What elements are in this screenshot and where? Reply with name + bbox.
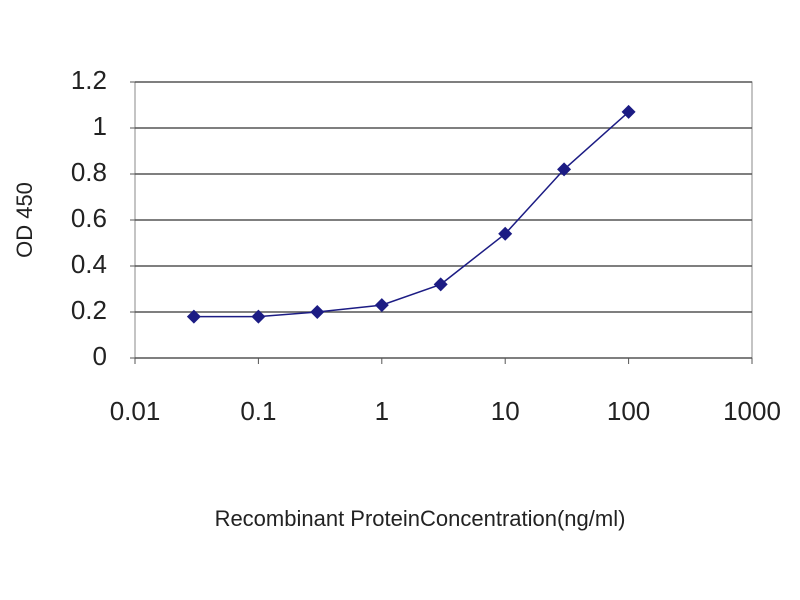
series-line: [193, 111, 630, 318]
y-tick-label: 1.2: [71, 65, 107, 95]
x-tick-label: 1000: [723, 396, 781, 426]
data-point: [186, 309, 201, 324]
data-point: [310, 305, 325, 319]
x-tick-label: 100: [607, 396, 650, 426]
data-point: [621, 104, 636, 119]
data-point: [251, 309, 266, 324]
y-tick-label: 1: [93, 111, 107, 141]
data-point: [433, 277, 448, 292]
y-axis-title: OD 450: [12, 182, 37, 258]
y-tick-label: 0.8: [71, 157, 107, 187]
data-point: [374, 298, 389, 313]
x-tick-label: 0.01: [110, 396, 161, 426]
data-point: [557, 162, 572, 177]
y-tick-label: 0.2: [71, 295, 107, 325]
y-tick-label: 0.4: [71, 249, 107, 279]
y-tick-label: 0.6: [71, 203, 107, 233]
y-tick-label: 0: [93, 341, 107, 371]
x-tick-label: 1: [375, 396, 389, 426]
x-tick-label: 0.1: [240, 396, 276, 426]
x-tick-label: 10: [491, 396, 520, 426]
data-point: [498, 226, 513, 241]
x-axis-title: Recombinant ProteinConcentration(ng/ml): [215, 506, 626, 531]
